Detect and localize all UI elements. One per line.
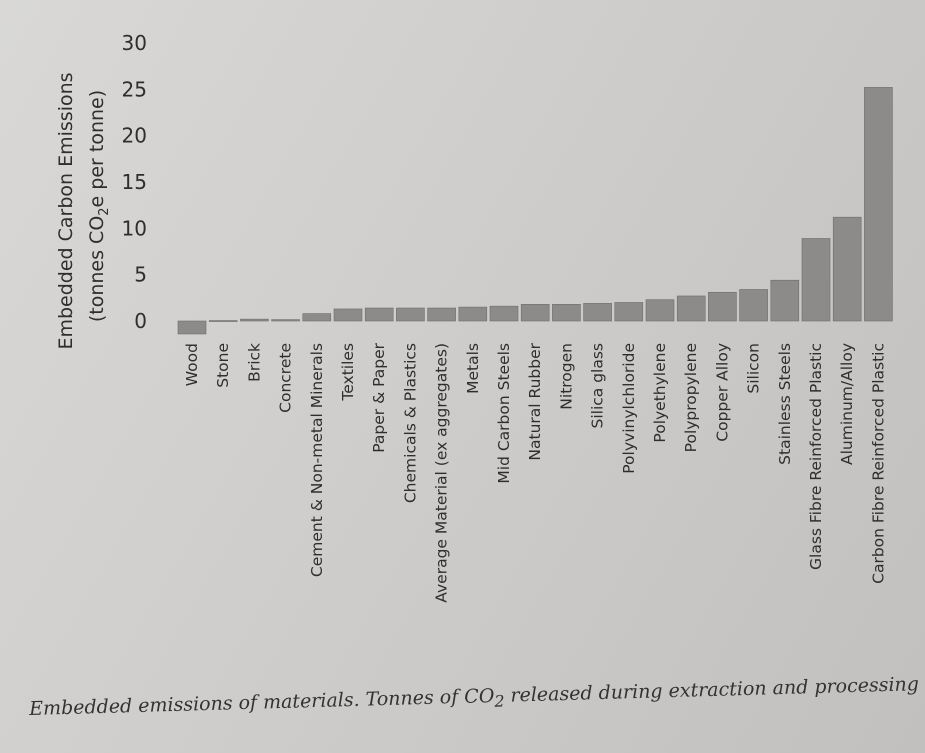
bar bbox=[240, 318, 269, 322]
y-axis-label-subscript: 2 bbox=[97, 207, 112, 215]
y-tick-label: 20 bbox=[122, 124, 147, 148]
bar bbox=[427, 307, 456, 322]
category-label: Stone bbox=[214, 343, 232, 388]
category-label: Polyvinylchloride bbox=[620, 343, 638, 474]
category-label: Aluminum/Alloy bbox=[838, 343, 856, 465]
bar bbox=[801, 238, 831, 322]
bars bbox=[177, 87, 893, 335]
category-label: Chemicals & Plastics bbox=[401, 343, 419, 503]
bar bbox=[333, 308, 363, 322]
y-axis-label-line2: (tonnes CO2e per tonne) bbox=[86, 90, 112, 322]
category-label: Cement & Non-metal Minerals bbox=[308, 343, 326, 577]
bar bbox=[396, 307, 425, 322]
y-axis-label-suffix: e per tonne) bbox=[86, 90, 108, 208]
category-label: Concrete bbox=[277, 343, 295, 413]
category-label: Polypropylene bbox=[682, 343, 700, 452]
category-labels: Wood Stone Brick Concrete Cement & Non-metal… bbox=[183, 342, 887, 602]
y-tick-label: 5 bbox=[134, 263, 147, 287]
category-label: Wood bbox=[183, 343, 201, 386]
bar bbox=[364, 307, 394, 322]
category-label: Natural Rubber bbox=[526, 342, 544, 460]
y-tick-label: 25 bbox=[122, 77, 147, 101]
bar bbox=[645, 299, 675, 322]
bar bbox=[770, 279, 800, 322]
bar bbox=[864, 87, 893, 322]
bar bbox=[271, 319, 300, 322]
category-label: Brick bbox=[245, 343, 263, 382]
bar bbox=[832, 216, 862, 322]
category-label: Metals bbox=[464, 343, 482, 394]
y-axis-label: Embedded Carbon Emissions (tonnes CO2e p… bbox=[55, 72, 112, 349]
y-axis-ticks: 0 5 10 15 20 25 30 bbox=[122, 31, 147, 333]
y-tick-label: 15 bbox=[122, 170, 147, 194]
y-axis-label-prefix: (tonnes CO bbox=[86, 216, 108, 322]
category-label: Carbon Fibre Reinforced Plastic bbox=[869, 343, 887, 584]
y-tick-label: 10 bbox=[122, 216, 147, 240]
bar bbox=[208, 320, 238, 322]
bar bbox=[614, 302, 644, 322]
category-label: Paper & Paper bbox=[370, 342, 388, 452]
category-label: Silica glass bbox=[589, 343, 607, 429]
category-label: Average Material (ex aggregates) bbox=[433, 343, 451, 603]
y-tick-label: 30 bbox=[122, 31, 147, 55]
bar bbox=[552, 304, 581, 322]
category-label: Copper Alloy bbox=[713, 343, 731, 442]
bar bbox=[520, 304, 550, 322]
bar bbox=[676, 295, 706, 322]
bar bbox=[458, 306, 488, 322]
category-label: Textiles bbox=[339, 343, 357, 402]
bar bbox=[739, 289, 768, 322]
category-label: Polyethylene bbox=[651, 343, 669, 443]
category-label: Nitrogen bbox=[557, 343, 575, 410]
category-label: Stainless Steels bbox=[776, 343, 794, 465]
y-axis-label-line1: Embedded Carbon Emissions bbox=[55, 72, 77, 349]
category-label: Silicon bbox=[745, 343, 763, 394]
caption-co: CO bbox=[463, 685, 495, 708]
category-label: Glass Fibre Reinforced Plastic bbox=[807, 343, 825, 570]
bar bbox=[583, 303, 612, 322]
bar-chart: Embedded Carbon Emissions (tonnes CO2e p… bbox=[55, 31, 893, 603]
bar bbox=[489, 305, 519, 322]
bar bbox=[302, 313, 332, 322]
y-tick-label: 0 bbox=[134, 309, 147, 333]
bar bbox=[708, 291, 737, 322]
bar bbox=[177, 320, 207, 335]
category-label: Mid Carbon Steels bbox=[495, 343, 513, 484]
